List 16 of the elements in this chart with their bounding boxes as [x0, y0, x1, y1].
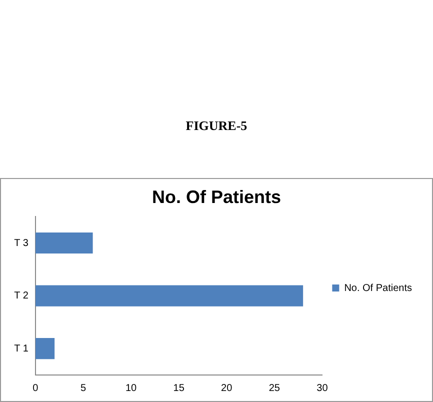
y-tick-label: T 1	[14, 343, 29, 354]
bar	[35, 285, 304, 306]
legend-label: No. Of Patients	[344, 282, 412, 294]
x-tick-label: 0	[32, 382, 39, 394]
x-tick-label: 5	[80, 382, 86, 394]
x-tick-label: 10	[125, 382, 138, 394]
text: FIGURE-5	[184, 118, 248, 134]
bar	[35, 232, 93, 254]
x-tick-label: 20	[221, 382, 233, 394]
y-tick-label: T 3	[14, 238, 29, 249]
x-tick-label: 25	[268, 382, 280, 394]
y-tick-label: T 2	[14, 290, 29, 302]
x-tick-label: 15	[173, 382, 185, 394]
chart-title: No. Of Patients	[152, 186, 282, 207]
x-tick-label: 30	[316, 382, 328, 394]
bar	[35, 338, 55, 360]
